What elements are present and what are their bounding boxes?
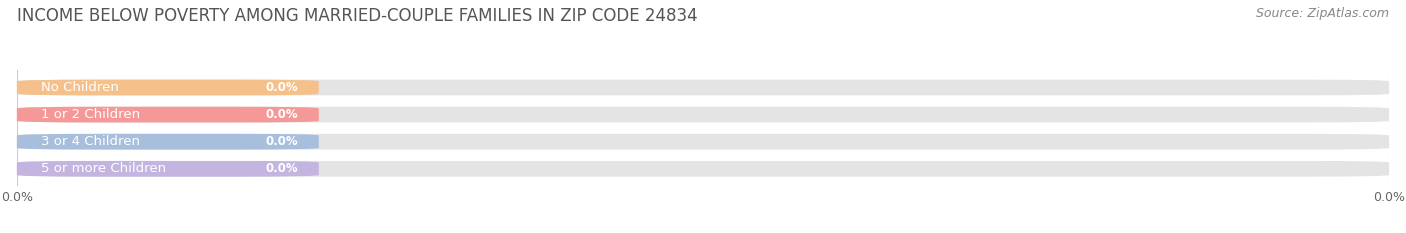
Text: Source: ZipAtlas.com: Source: ZipAtlas.com — [1256, 7, 1389, 20]
FancyBboxPatch shape — [17, 80, 319, 95]
FancyBboxPatch shape — [17, 161, 1389, 177]
FancyBboxPatch shape — [17, 134, 1389, 150]
FancyBboxPatch shape — [17, 80, 1389, 95]
Text: 0.0%: 0.0% — [264, 135, 298, 148]
FancyBboxPatch shape — [17, 161, 319, 177]
Text: 0.0%: 0.0% — [264, 81, 298, 94]
Text: No Children: No Children — [41, 81, 120, 94]
Text: 3 or 4 Children: 3 or 4 Children — [41, 135, 141, 148]
FancyBboxPatch shape — [17, 107, 1389, 123]
Text: 0.0%: 0.0% — [264, 162, 298, 175]
Text: 0.0%: 0.0% — [264, 108, 298, 121]
FancyBboxPatch shape — [17, 134, 319, 150]
Text: 5 or more Children: 5 or more Children — [41, 162, 166, 175]
FancyBboxPatch shape — [17, 107, 319, 123]
Text: INCOME BELOW POVERTY AMONG MARRIED-COUPLE FAMILIES IN ZIP CODE 24834: INCOME BELOW POVERTY AMONG MARRIED-COUPL… — [17, 7, 697, 25]
Text: 1 or 2 Children: 1 or 2 Children — [41, 108, 141, 121]
